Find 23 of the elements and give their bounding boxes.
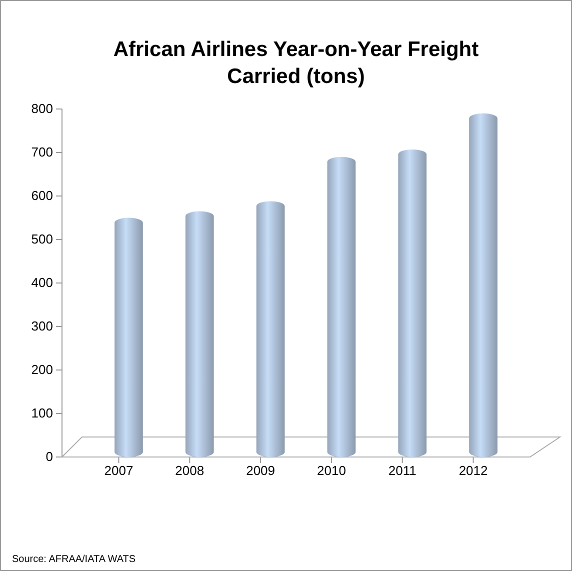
y-tick-label: 400 [31, 275, 53, 290]
x-tick-label: 2012 [458, 463, 488, 478]
x-tick-label: 2009 [246, 463, 276, 478]
bar [469, 113, 498, 457]
source-note: Source: AFRAA/IATA WATS [12, 554, 136, 565]
y-tick-label: 100 [31, 406, 53, 421]
bar [327, 156, 356, 457]
x-tick-label: 2008 [175, 463, 204, 478]
chart-title: African Airlines Year-on-Year Freight Carried (tons) [113, 38, 479, 88]
y-tick-label: 200 [31, 362, 53, 378]
y-tick-label: 500 [31, 232, 53, 247]
bar [398, 149, 427, 457]
y-tick-label: 800 [31, 101, 53, 116]
bar [114, 218, 143, 457]
y-tick-label: 0 [46, 449, 53, 464]
y-tick-label: 600 [31, 188, 53, 204]
x-tick-label: 2007 [104, 463, 134, 478]
y-tick-label: 700 [31, 144, 53, 160]
x-tick-label: 2011 [388, 463, 416, 478]
x-tick-label: 2010 [316, 463, 346, 478]
bar [256, 201, 285, 457]
y-tick-label: 300 [31, 318, 53, 334]
bar [185, 211, 214, 457]
